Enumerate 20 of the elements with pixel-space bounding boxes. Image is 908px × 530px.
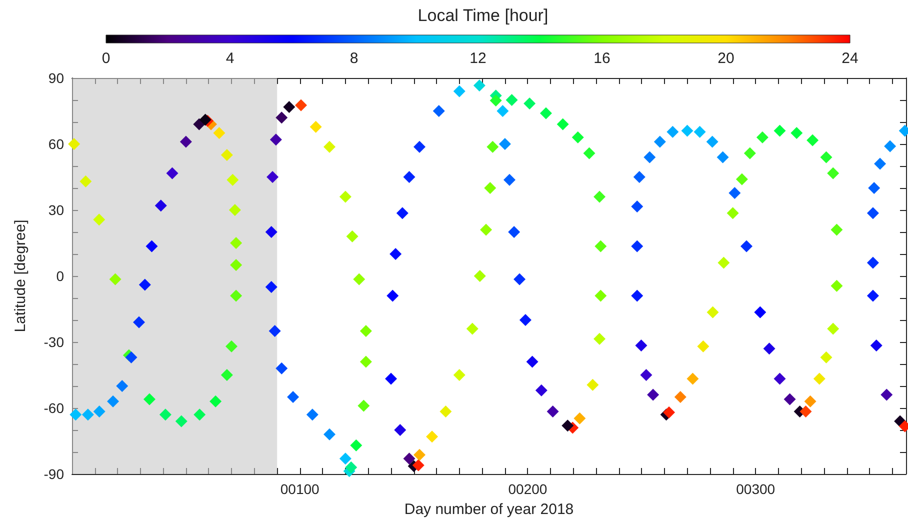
- color-bar-label: 8: [350, 50, 358, 67]
- y-tick-label: 30: [48, 202, 64, 218]
- color-bar-label: 16: [594, 50, 610, 67]
- color-bar-label: 24: [842, 50, 858, 67]
- y-tick-label: 0: [56, 268, 64, 284]
- color-bar-label: 20: [718, 50, 734, 67]
- y-axis-title: Latitude [degree]: [12, 220, 29, 332]
- y-tick-label: -30: [44, 334, 64, 350]
- y-tick-label: -90: [44, 466, 64, 482]
- color-bar-title: Local Time [hour]: [418, 6, 548, 25]
- color-bar-label: 0: [102, 50, 110, 67]
- x-tick-label: 00300: [736, 481, 776, 497]
- color-bar-label: 4: [226, 50, 234, 67]
- color-bar-label: 12: [470, 50, 486, 67]
- y-tick-label: 60: [48, 136, 64, 152]
- y-tick-label: 90: [48, 70, 64, 86]
- x-tick-label: 00200: [508, 481, 548, 497]
- x-tick-label: 00100: [280, 481, 320, 497]
- y-tick-label: -60: [44, 400, 64, 416]
- x-axis-title: Day number of year 2018: [404, 501, 574, 518]
